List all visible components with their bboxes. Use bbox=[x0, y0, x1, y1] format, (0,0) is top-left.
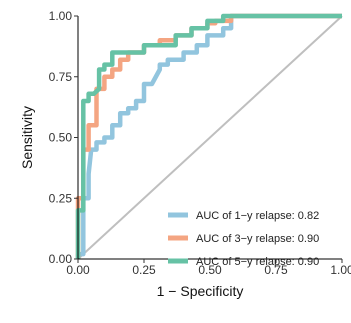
x-tick-label: 1.00 bbox=[330, 263, 351, 277]
y-tick-label: 0.25 bbox=[49, 191, 73, 205]
y-tick-label: 0.00 bbox=[49, 252, 73, 266]
x-tick-label: 0.50 bbox=[198, 263, 222, 277]
reference-diagonal-line bbox=[77, 15, 343, 260]
roc-curve-1 bbox=[75, 13, 342, 259]
y-tick-label: 1.00 bbox=[49, 9, 73, 23]
legend-label-1: AUC of 1−y relapse: 0.82 bbox=[196, 210, 319, 222]
x-tick-label: 0.75 bbox=[264, 263, 288, 277]
x-axis-title: 1 − Specificity bbox=[157, 283, 244, 299]
y-axis-title: Sensitivity bbox=[19, 106, 35, 169]
roc-curve-3 bbox=[75, 13, 342, 259]
y-tick-label: 0.50 bbox=[49, 131, 73, 145]
y-tick-label: 0.75 bbox=[49, 70, 73, 84]
x-tick-label: 0.00 bbox=[66, 263, 90, 277]
legend-label-3: AUC of 5−y relapse: 0.90 bbox=[196, 256, 319, 268]
legend-label-2: AUC of 3−y relapse: 0.90 bbox=[196, 233, 319, 245]
x-tick-label: 0.25 bbox=[132, 263, 156, 277]
